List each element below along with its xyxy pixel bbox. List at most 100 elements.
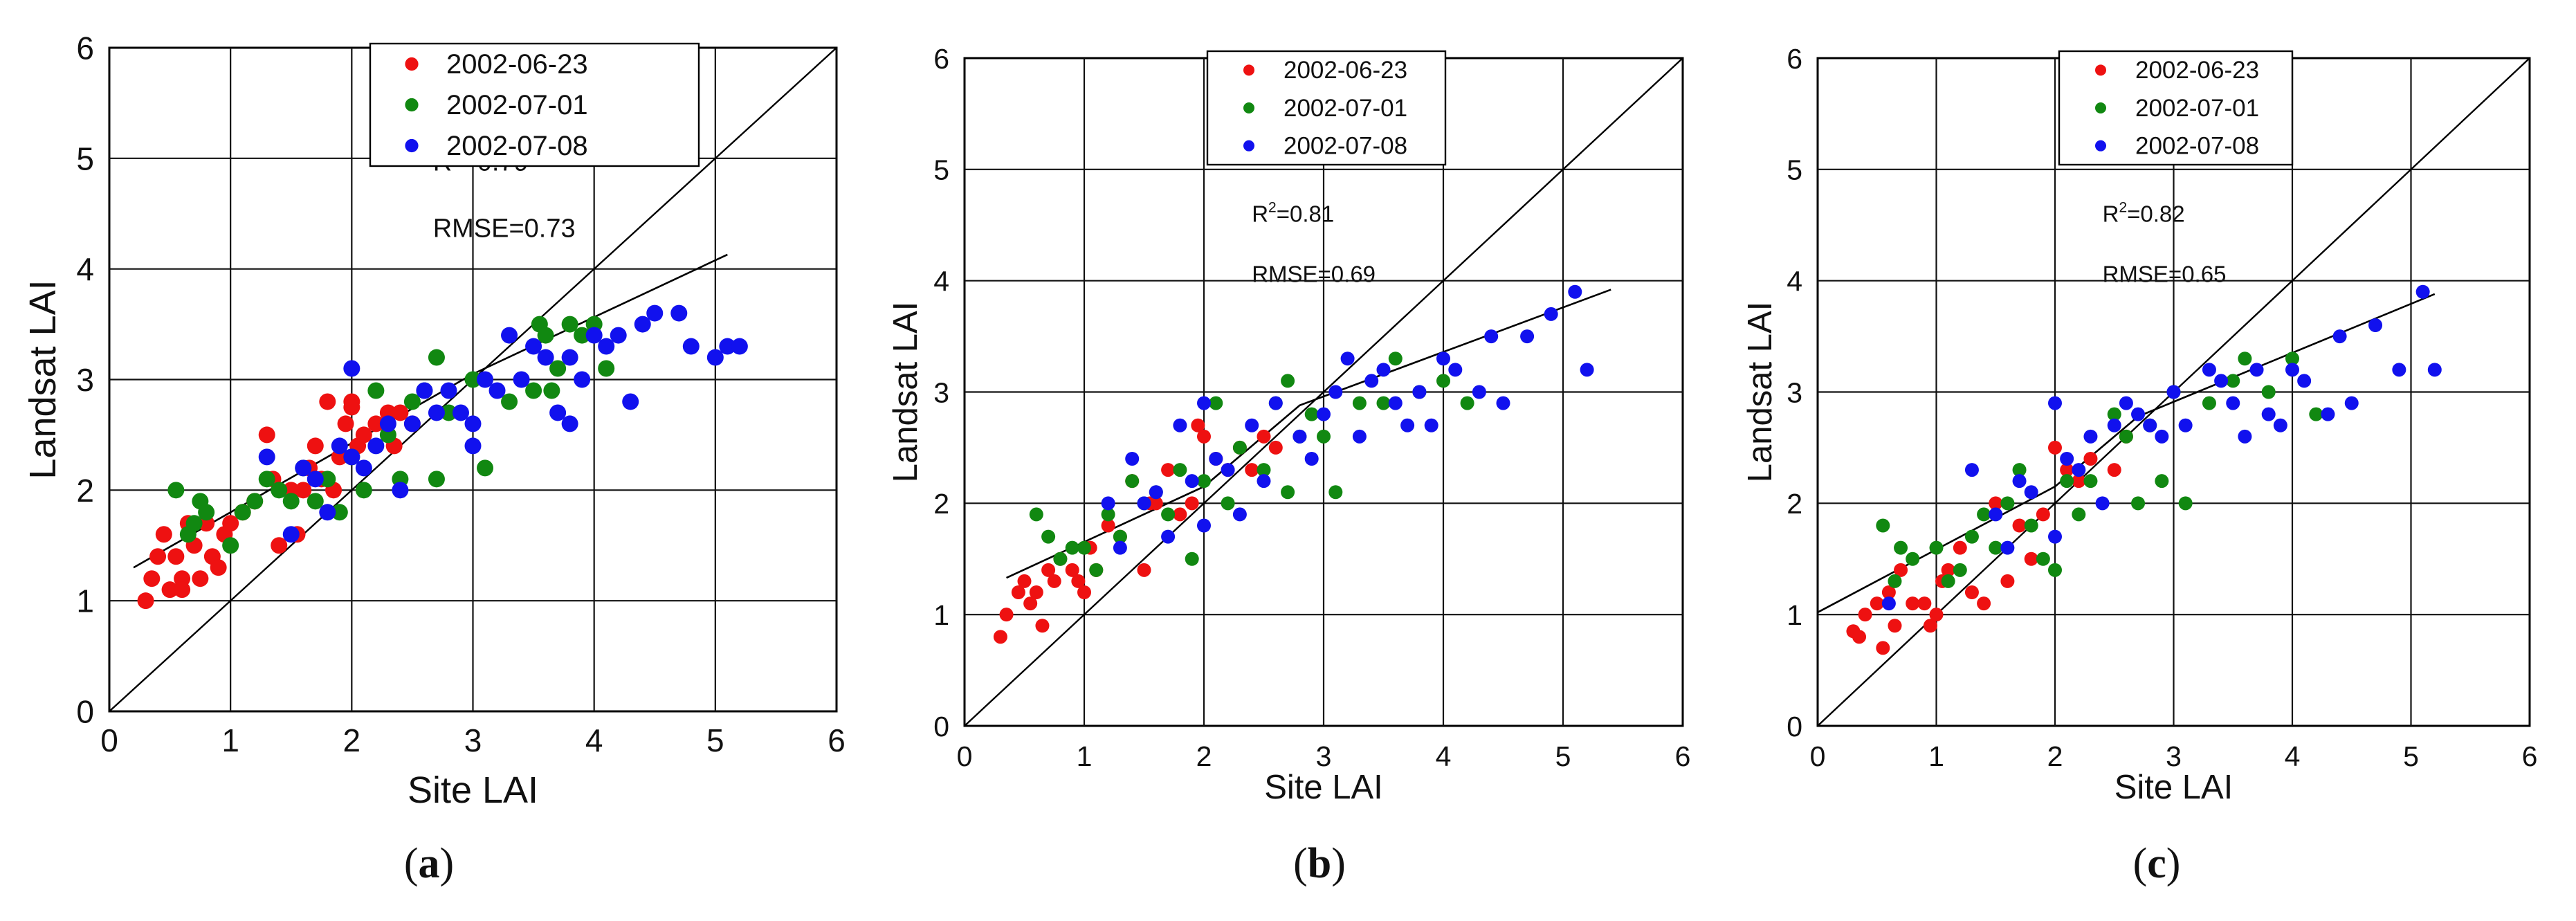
data-point bbox=[464, 415, 482, 432]
data-point bbox=[2083, 452, 2098, 466]
data-point bbox=[2048, 529, 2062, 544]
data-point bbox=[416, 382, 433, 399]
legend-label: 2002-07-08 bbox=[2135, 133, 2259, 160]
x-tick-label: 0 bbox=[100, 722, 118, 758]
data-point bbox=[1964, 463, 1979, 477]
data-point bbox=[2392, 363, 2406, 377]
data-point bbox=[2155, 429, 2169, 444]
y-tick-label: 0 bbox=[1787, 711, 1802, 742]
x-tick-label: 5 bbox=[2403, 740, 2419, 772]
data-point bbox=[549, 404, 567, 421]
y-tick-label: 4 bbox=[1787, 265, 1802, 297]
data-point bbox=[2178, 418, 2193, 432]
data-point bbox=[1580, 363, 1594, 377]
data-point bbox=[2202, 363, 2216, 377]
data-point bbox=[258, 471, 275, 488]
data-point bbox=[598, 360, 615, 377]
data-point bbox=[1388, 352, 1403, 366]
data-point bbox=[392, 404, 409, 421]
data-point bbox=[1149, 485, 1163, 500]
data-point bbox=[1173, 418, 1187, 432]
data-point bbox=[1964, 529, 1979, 544]
x-tick-label: 1 bbox=[221, 722, 239, 758]
y-tick-label: 2 bbox=[76, 473, 94, 509]
x-tick-label: 1 bbox=[1928, 740, 1944, 772]
data-point bbox=[1137, 496, 1151, 511]
data-point bbox=[1035, 619, 1050, 633]
data-point bbox=[428, 349, 445, 366]
data-point bbox=[1185, 551, 1199, 566]
data-point bbox=[331, 437, 348, 455]
legend-marker bbox=[1243, 102, 1254, 113]
data-point bbox=[2012, 474, 2027, 489]
data-point bbox=[403, 415, 421, 432]
data-point bbox=[2000, 540, 2015, 555]
data-point bbox=[1191, 418, 1205, 432]
data-point bbox=[1894, 563, 1908, 577]
legend-marker bbox=[405, 138, 419, 153]
data-point bbox=[2048, 563, 2062, 577]
data-point bbox=[1520, 329, 1535, 344]
rmse-stat: RMSE=0.69 bbox=[1252, 261, 1376, 286]
data-point bbox=[1989, 507, 2003, 522]
series-2002-07-08 bbox=[258, 304, 748, 543]
data-point bbox=[1876, 641, 1890, 655]
data-point bbox=[1065, 563, 1079, 577]
data-point bbox=[1197, 474, 1211, 489]
x-tick-label: 5 bbox=[706, 722, 724, 758]
data-point bbox=[501, 393, 518, 410]
data-point bbox=[234, 504, 251, 521]
data-point bbox=[2202, 396, 2216, 410]
data-point bbox=[343, 399, 360, 416]
data-point bbox=[1017, 574, 1032, 588]
series-2002-06-23 bbox=[1846, 429, 2133, 655]
data-point bbox=[999, 608, 1014, 622]
data-point bbox=[452, 404, 469, 421]
y-axis-label: Landsat LAI bbox=[887, 302, 924, 483]
data-point bbox=[2178, 496, 2193, 511]
data-point bbox=[464, 371, 482, 388]
x-tick-label: 6 bbox=[1675, 740, 1691, 772]
data-point bbox=[192, 570, 209, 587]
data-point bbox=[2083, 429, 2098, 444]
x-axis-label: Site LAI bbox=[408, 769, 538, 811]
data-point bbox=[2321, 407, 2335, 421]
data-point bbox=[428, 471, 445, 488]
y-tick-label: 1 bbox=[76, 583, 94, 619]
data-point bbox=[2024, 551, 2038, 566]
chart-panel-c: 0 1 2 3 4 5 6 0 1 2 3 4 5 6 Site LAI Landsat LAI R2=0.82… bbox=[1742, 43, 2537, 887]
data-point bbox=[646, 304, 664, 322]
data-point bbox=[392, 482, 409, 499]
data-point bbox=[1011, 585, 1025, 599]
data-point bbox=[513, 371, 530, 388]
data-point bbox=[1923, 619, 1937, 633]
data-point bbox=[1412, 385, 1427, 399]
data-point bbox=[719, 338, 736, 355]
data-point bbox=[167, 482, 185, 499]
data-point bbox=[2285, 352, 2299, 366]
y-tick-label: 6 bbox=[1787, 43, 1802, 75]
legend-label: 2002-06-23 bbox=[2135, 57, 2259, 84]
y-tick-label: 6 bbox=[933, 43, 949, 75]
data-point bbox=[1292, 429, 1307, 444]
data-point bbox=[319, 393, 336, 410]
data-point bbox=[525, 338, 542, 355]
data-point bbox=[1888, 574, 1902, 588]
y-tick-label: 1 bbox=[933, 599, 949, 631]
data-point bbox=[1317, 429, 1331, 444]
x-tick-label: 6 bbox=[2522, 740, 2538, 772]
data-point bbox=[198, 504, 215, 521]
data-point bbox=[2107, 463, 2121, 477]
data-point bbox=[1544, 307, 1558, 321]
data-point bbox=[355, 482, 372, 499]
data-point bbox=[1870, 596, 1884, 611]
y-tick-label: 0 bbox=[933, 711, 949, 742]
data-point bbox=[440, 382, 457, 399]
y-axis-label: Landsat LAI bbox=[22, 280, 64, 479]
data-point bbox=[1197, 429, 1211, 444]
x-tick-label: 1 bbox=[1077, 740, 1093, 772]
data-point bbox=[343, 448, 360, 466]
data-point bbox=[258, 448, 275, 466]
data-point bbox=[1376, 363, 1391, 377]
data-point bbox=[1245, 418, 1259, 432]
